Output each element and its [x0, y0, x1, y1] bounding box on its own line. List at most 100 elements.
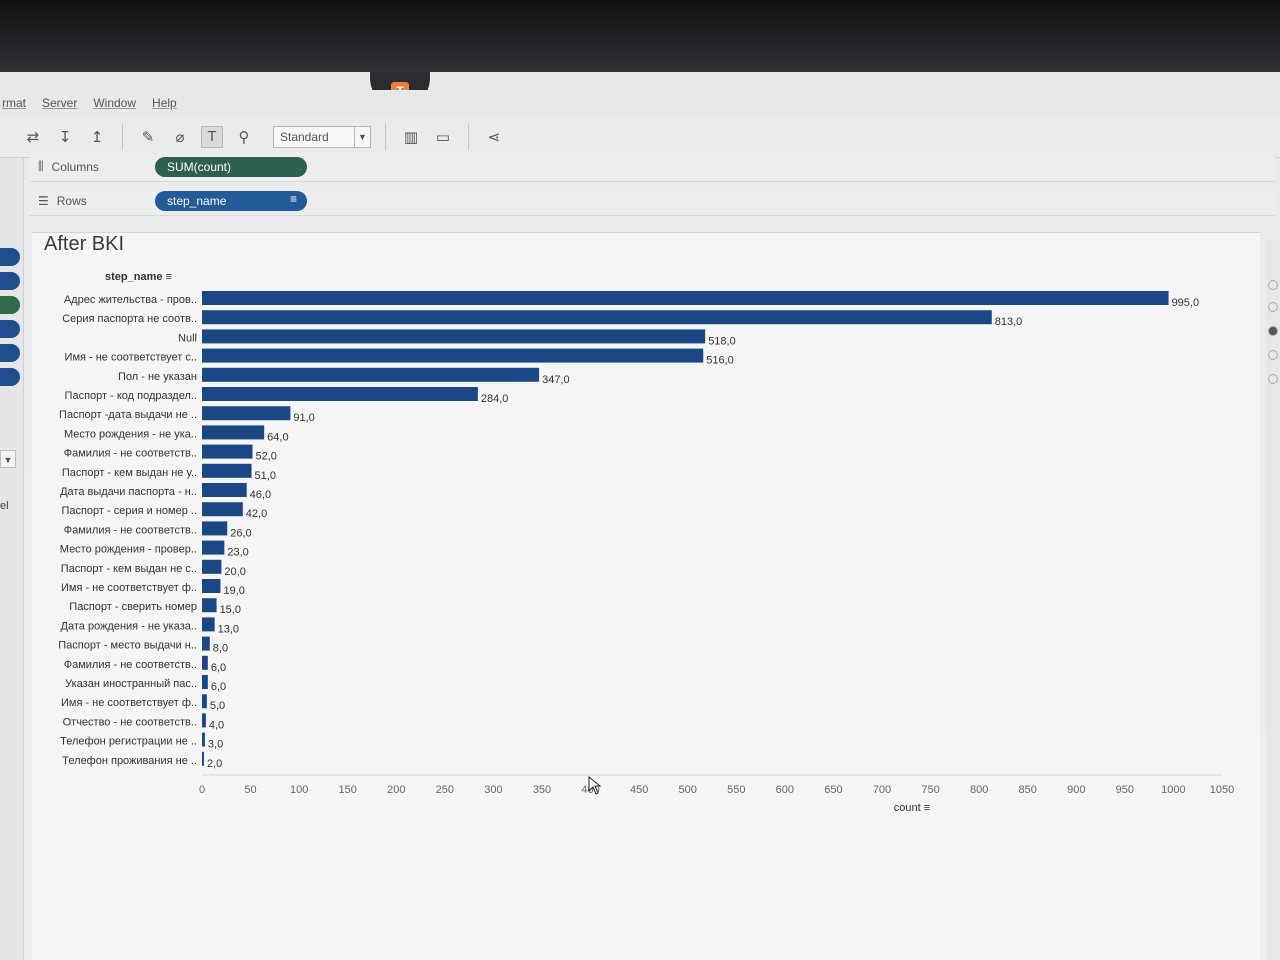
radio-option[interactable] — [1268, 302, 1278, 312]
sort-ascending-icon[interactable]: ↧ — [58, 128, 72, 146]
bar[interactable] — [202, 463, 252, 478]
category-label[interactable]: Место рождения - не ука.. — [64, 428, 197, 440]
category-label[interactable]: Адрес жительства - пров.. — [64, 294, 197, 306]
show-me-chart-icon[interactable]: ▥ — [403, 128, 419, 146]
bar[interactable] — [202, 291, 1169, 305]
bar[interactable] — [202, 675, 208, 689]
category-label[interactable]: Дата рождения - не указа.. — [61, 620, 197, 632]
category-label[interactable]: Паспорт - кем выдан не с.. — [61, 563, 197, 575]
field-pill[interactable] — [0, 368, 20, 386]
category-label[interactable]: Null — [178, 332, 197, 344]
fix-axes-pin-icon[interactable]: ⚲ — [238, 128, 250, 146]
bar[interactable] — [202, 406, 291, 421]
x-tick-label: 50 — [244, 784, 256, 796]
bar[interactable] — [202, 559, 222, 574]
fit-select[interactable]: Standard ▼ — [273, 125, 371, 148]
bar[interactable] — [202, 617, 215, 632]
field-pill[interactable] — [0, 272, 20, 290]
bar[interactable] — [202, 694, 207, 709]
value-label: 15,0 — [220, 604, 241, 616]
bar[interactable] — [202, 444, 253, 459]
x-tick-label: 1050 — [1210, 784, 1234, 796]
bar[interactable] — [202, 636, 210, 651]
share-icon[interactable]: ⋖ — [487, 128, 501, 146]
bar[interactable] — [202, 655, 208, 670]
rows-pill-step-name[interactable]: step_name ≡ — [155, 190, 307, 211]
field-pill[interactable] — [0, 320, 20, 338]
sheet-title: After BKI — [44, 233, 125, 255]
chevron-down-icon[interactable]: ▼ — [354, 126, 370, 147]
mouse-cursor-icon — [588, 776, 602, 795]
category-label[interactable]: Фамилия - не соответств.. — [64, 659, 197, 671]
bar[interactable] — [202, 502, 243, 517]
x-tick-label: 850 — [1019, 784, 1037, 796]
category-label[interactable]: Место рождения - провер.. — [60, 544, 197, 556]
category-label[interactable]: Пол - не указан — [118, 371, 197, 383]
radio-option[interactable] — [1268, 374, 1278, 384]
bar[interactable] — [202, 521, 228, 536]
sort-icon[interactable]: ≡ — [162, 271, 172, 283]
row-header-step-name[interactable]: step_name ≡ — [105, 271, 172, 283]
bar[interactable] — [202, 732, 205, 747]
category-label[interactable]: Паспорт - место выдачи н.. — [58, 640, 197, 652]
x-tick-label: 0 — [199, 784, 205, 796]
field-pill[interactable] — [0, 344, 20, 362]
category-label[interactable]: Имя - не соответствует с.. — [65, 352, 197, 364]
value-label: 91,0 — [293, 412, 314, 424]
radio-option-selected[interactable] — [1268, 326, 1278, 336]
bar[interactable] — [202, 483, 247, 497]
field-pill[interactable] — [0, 248, 20, 266]
columns-pill-sum-count[interactable]: SUM(count) — [155, 156, 307, 177]
category-label[interactable]: Имя - не соответствует ф.. — [61, 582, 197, 594]
x-axis-label[interactable]: count ≡ — [894, 802, 930, 814]
worksheet-view: After BKI step_name ≡ Адрес жительства -… — [32, 232, 1260, 960]
category-label[interactable]: Фамилия - не соответств.. — [64, 524, 197, 536]
category-label[interactable]: Паспорт - серия и номер .. — [61, 505, 197, 517]
category-label[interactable]: Паспорт - сверить номер — [69, 601, 197, 613]
category-label[interactable]: Указан иностранный пас.. — [65, 678, 197, 690]
bar[interactable] — [202, 713, 206, 728]
value-label: 516,0 — [706, 355, 734, 367]
radio-option[interactable] — [1268, 280, 1278, 290]
category-label[interactable]: Фамилия - не соответств.. — [64, 448, 197, 460]
menu-format[interactable]: rmat — [2, 96, 26, 110]
presentation-mode-icon[interactable]: ▭ — [435, 128, 451, 146]
bar[interactable] — [202, 348, 704, 363]
category-label[interactable]: Серия паспорта не соотв.. — [62, 313, 197, 325]
value-label: 284,0 — [481, 393, 509, 405]
radio-option[interactable] — [1268, 350, 1278, 360]
swap-rows-columns-icon[interactable]: ⇄ — [26, 128, 40, 146]
category-label[interactable]: Дата выдачи паспорта - н.. — [60, 486, 197, 498]
category-label[interactable]: Паспорт - кем выдан не у.. — [62, 467, 197, 479]
columns-label-text: Columns — [51, 159, 99, 174]
value-label: 51,0 — [255, 470, 276, 482]
group-paperclip-icon[interactable]: ⌀ — [175, 128, 185, 146]
bar[interactable] — [202, 579, 221, 593]
field-pill[interactable] — [0, 296, 20, 314]
menu-help[interactable]: Help — [152, 96, 177, 110]
bar[interactable] — [202, 387, 478, 401]
menu-server[interactable]: Server — [42, 96, 78, 110]
sort-icon: ≡ — [289, 191, 297, 206]
bar[interactable] — [202, 751, 204, 766]
category-label[interactable]: Телефон регистрации не .. — [60, 736, 197, 748]
category-label[interactable]: Телефон проживания не .. — [62, 755, 197, 767]
x-tick-label: 150 — [339, 784, 357, 796]
bar[interactable] — [202, 310, 992, 325]
chevron-down-icon[interactable]: ▼ — [0, 450, 16, 468]
category-label[interactable]: Паспорт - код подраздел.. — [65, 390, 197, 402]
category-label[interactable]: Паспорт -дата выдачи не .. — [59, 409, 197, 421]
bar[interactable] — [202, 540, 225, 555]
category-label[interactable]: Отчество - не соответств.. — [63, 716, 197, 728]
bar[interactable] — [202, 329, 706, 344]
bar[interactable] — [202, 425, 265, 440]
show-labels-icon[interactable]: T — [201, 125, 223, 148]
bar[interactable] — [202, 598, 217, 613]
bar[interactable] — [202, 367, 540, 382]
x-tick-label: 500 — [679, 784, 697, 796]
columns-pill-label: SUM(count) — [167, 159, 232, 174]
sort-descending-icon[interactable]: ↥ — [90, 128, 104, 146]
highlight-pen-icon[interactable]: ✎ — [141, 128, 155, 146]
menu-window[interactable]: Window — [93, 96, 137, 110]
category-label[interactable]: Имя - не соответствует ф.. — [61, 697, 197, 709]
